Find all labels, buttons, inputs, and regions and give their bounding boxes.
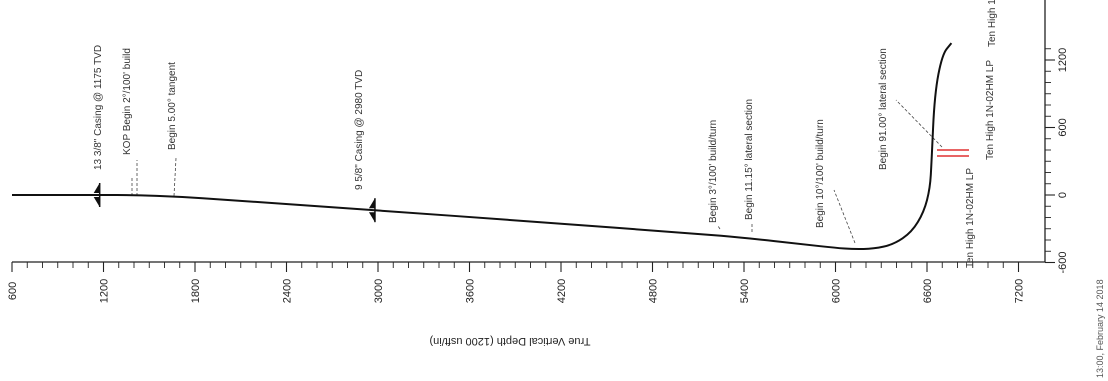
x-tick-label: 4800: [648, 279, 660, 303]
x-tick-label: 600: [7, 282, 19, 300]
x-tick-label: 3000: [373, 279, 385, 303]
x-tick-label: 5400: [739, 279, 751, 303]
x-tick-label: 1200: [99, 279, 111, 303]
casing-shoe-marker-upper: [93, 183, 100, 193]
y-axis: -600 0 600 1200: [1044, 0, 1069, 274]
casing-13-3-8-label: 13 3/8" Casing @ 1175 TVD: [93, 45, 104, 170]
target-label-top: Ten High 1N-02HM L: [987, 0, 998, 47]
x-axis-title: True Vertical Depth (1200 usft/in): [429, 335, 590, 347]
annotation-leader: [717, 225, 721, 230]
x-tick-label: 6600: [922, 279, 934, 303]
wellbore-trajectory: [12, 42, 953, 251]
x-tick-label: 4200: [556, 279, 568, 303]
tangent-label: Begin 5.00° tangent: [167, 62, 178, 150]
x-axis: 600 1200 1800 2400 3000 3600 4200 4800 5400 6000 6…: [7, 261, 1045, 303]
x-tick-label: 7200: [1014, 279, 1026, 303]
timestamp: 13:00, February 14 2018: [1095, 279, 1105, 378]
y-tick-label: 0: [1057, 192, 1069, 198]
target-label-middle: Ten High 1N-02HM LP: [985, 60, 996, 160]
build-turn-10-label: Begin 10°/100' build/turn: [815, 119, 826, 228]
x-tick-label: 6000: [831, 279, 843, 303]
y-tick-label: 600: [1057, 118, 1069, 136]
lateral-11-label: Begin 11.15° lateral section: [744, 99, 755, 220]
casing-shoe-marker-upper: [368, 198, 375, 209]
y-tick-label: -600: [1057, 251, 1069, 273]
casing-shoe-marker-lower: [368, 212, 375, 223]
x-tick-label: 2400: [282, 279, 294, 303]
build-turn-3-label: Begin 3°/100' build/turn: [708, 120, 719, 223]
kop-label: KOP Begin 2°/100' build: [122, 48, 133, 155]
x-tick-label: 1800: [190, 279, 202, 303]
annotation-leader: [833, 189, 856, 244]
lateral-91-label: Begin 91.00° lateral section: [878, 48, 889, 170]
x-tick-label: 3600: [465, 279, 477, 303]
casing-shoe-marker-lower: [93, 197, 100, 207]
annotation-leader: [895, 99, 943, 148]
annotation-leader: [173, 157, 177, 197]
casing-9-5-8-label: 9 5/8" Casing @ 2980 TVD: [354, 70, 365, 190]
target-label-lower: Ten High 1N-02HM LP: [965, 168, 976, 268]
y-tick-label: 1200: [1057, 48, 1069, 72]
